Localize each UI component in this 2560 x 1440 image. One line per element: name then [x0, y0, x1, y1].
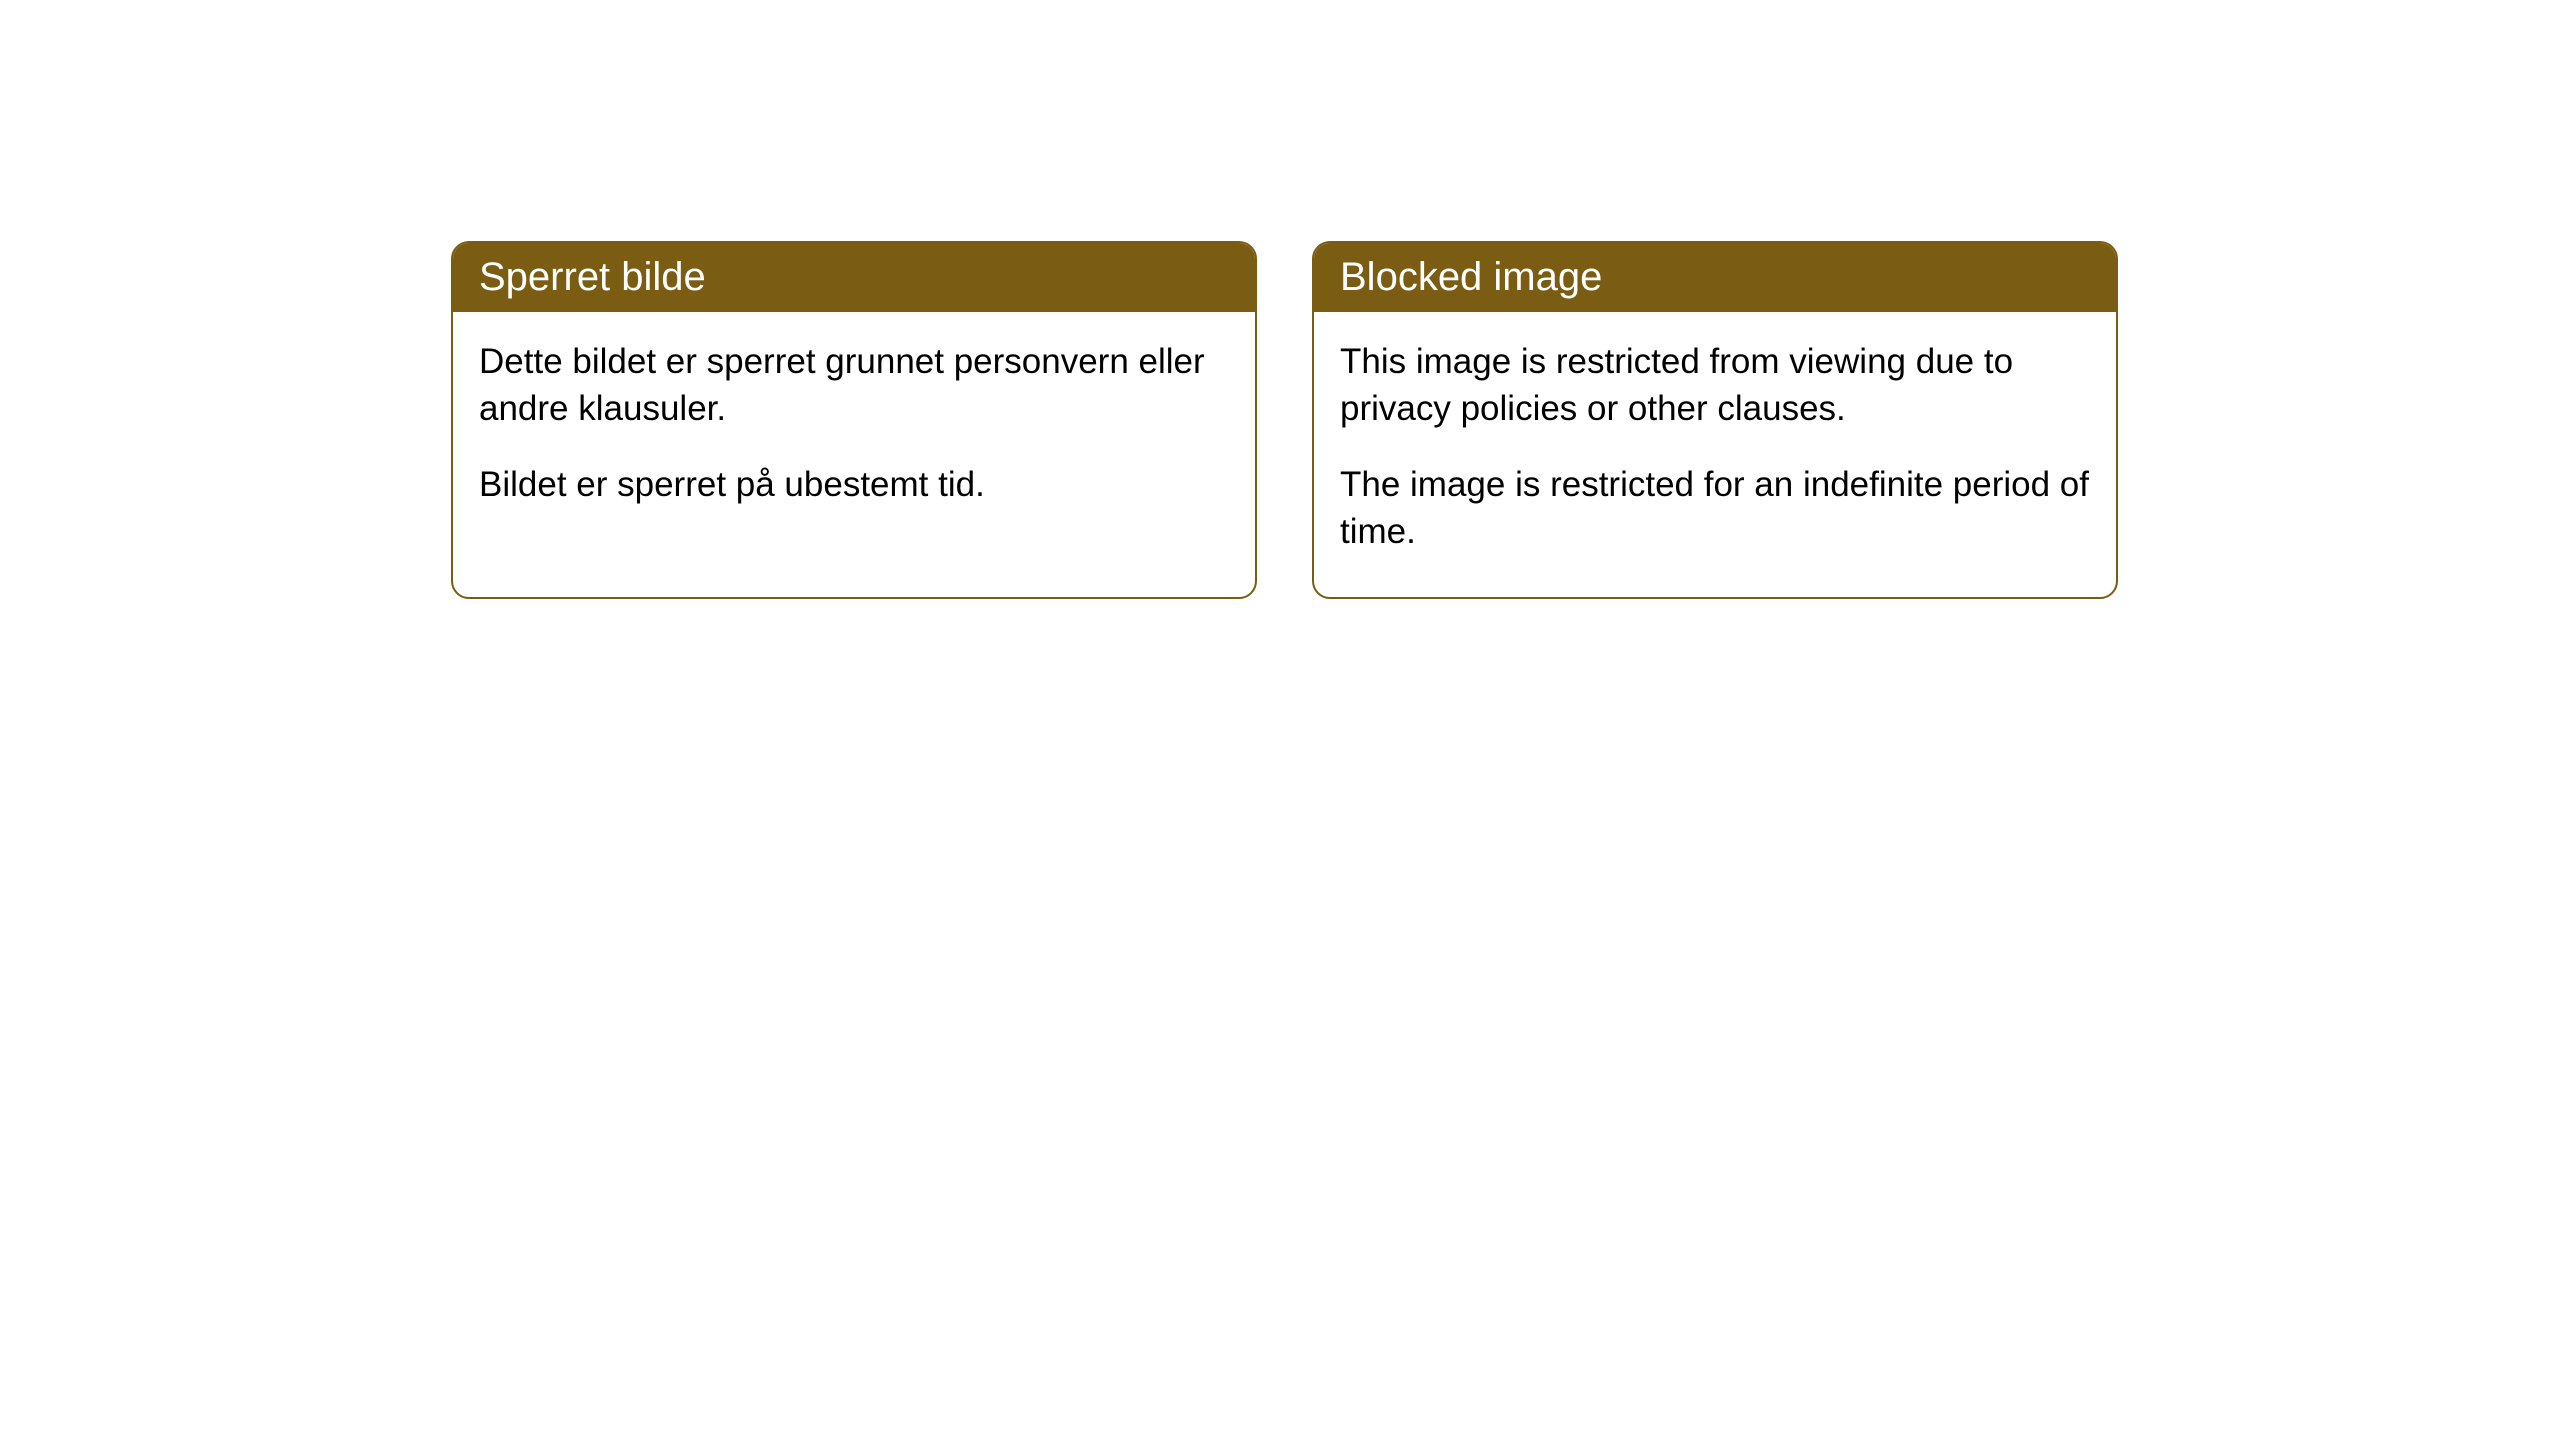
card-title: Sperret bilde — [479, 255, 706, 299]
card-paragraph: Bildet er sperret på ubestemt tid. — [479, 461, 1229, 508]
card-body: Dette bildet er sperret grunnet personve… — [453, 312, 1255, 550]
card-body: This image is restricted from viewing du… — [1314, 312, 2116, 597]
card-header: Sperret bilde — [453, 243, 1255, 312]
card-paragraph: This image is restricted from viewing du… — [1340, 338, 2090, 433]
notice-card-english: Blocked image This image is restricted f… — [1312, 241, 2118, 599]
card-paragraph: The image is restricted for an indefinit… — [1340, 461, 2090, 556]
card-title: Blocked image — [1340, 255, 1602, 299]
notice-card-norwegian: Sperret bilde Dette bildet er sperret gr… — [451, 241, 1257, 599]
card-paragraph: Dette bildet er sperret grunnet personve… — [479, 338, 1229, 433]
card-header: Blocked image — [1314, 243, 2116, 312]
notice-cards-container: Sperret bilde Dette bildet er sperret gr… — [451, 241, 2118, 599]
